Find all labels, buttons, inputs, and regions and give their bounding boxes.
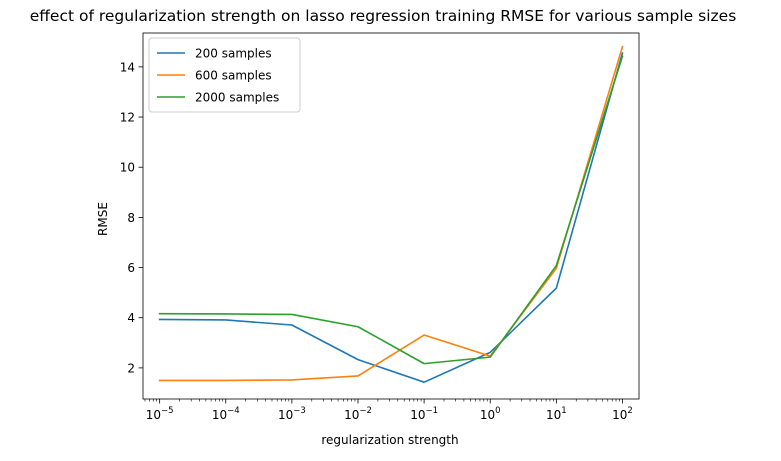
y-tick-label: 10 [120,161,135,175]
x-tick-label: 10−2 [344,406,372,422]
x-tick-label: 101 [546,406,567,422]
x-tick-label-base: 10 [146,408,161,422]
x-tick-label-base: 10 [212,408,227,422]
x-tick-label: 102 [612,406,633,422]
series-line-3 [158,55,624,365]
legend-label: 200 samples [195,47,272,61]
legend-label: 600 samples [195,69,272,83]
y-tick-label: 2 [127,361,135,375]
x-axis-label: regularization strength [321,433,458,447]
x-tick-label-base: 10 [612,408,627,422]
x-tick-label: 100 [480,406,501,422]
y-tick-label: 8 [127,211,135,225]
x-tick-label-exponent: −4 [227,406,240,416]
x-tick-label-exponent: −5 [161,406,174,416]
x-tick-label-base: 10 [480,408,495,422]
axes-frame [142,32,640,400]
x-tick-label-exponent: 2 [627,406,632,416]
y-tick-label: 14 [120,60,135,74]
chart-title: effect of regularization strength on las… [30,7,737,25]
x-tick-label-base: 10 [546,408,561,422]
x-tick-label-base: 10 [344,408,359,422]
series-line-2 [158,45,624,382]
x-tick-label: 10−4 [212,406,240,422]
y-axis-label: RMSE [96,202,110,236]
y-tick-label: 12 [120,111,135,125]
x-tick-label-exponent: −2 [359,406,372,416]
x-tick-label: 10−5 [146,406,174,422]
x-tick-label-exponent: 1 [561,406,566,416]
legend-box [148,37,301,113]
series-line-1 [158,52,624,383]
legend-label: 2000 samples [195,91,279,105]
x-tick-label-exponent: −1 [425,406,438,416]
x-tick-label: 10−1 [410,406,438,422]
x-tick-label-base: 10 [278,408,293,422]
y-tick-label: 4 [127,311,135,325]
x-tick-label: 10−3 [278,406,306,422]
x-tick-label-exponent: 0 [495,406,500,416]
x-tick-label-base: 10 [410,408,425,422]
plot-area: 10−5 10−4 10−3 10−2 10−1 100 101 10224681012142… [120,32,640,422]
y-tick-label: 6 [127,261,135,275]
legend: 200 samples 600 samples 2000 samples [148,37,301,113]
x-tick-label-exponent: −3 [293,406,306,416]
